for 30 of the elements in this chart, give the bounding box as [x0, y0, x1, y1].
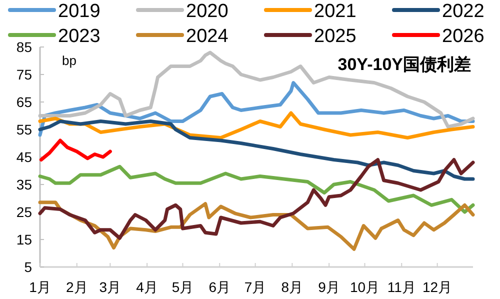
y-tick-label: 75	[16, 66, 32, 82]
x-tick-label: 2月	[66, 279, 88, 295]
y-tick-label: 55	[16, 122, 32, 138]
x-tick-label: 12月	[422, 279, 452, 295]
x-tick-label: 10月	[350, 279, 380, 295]
legend-label: 2022	[442, 1, 484, 22]
y-tick-label: 25	[16, 204, 32, 220]
y-axis-title: bp	[62, 53, 76, 68]
legend-label: 2024	[186, 26, 229, 47]
x-tick-label: 4月	[136, 279, 158, 295]
x-tick-label: 8月	[281, 279, 304, 295]
x-tick-label: 9月	[318, 279, 340, 295]
x-tick-label: 11月	[387, 279, 416, 295]
legend-label: 2026	[442, 26, 484, 47]
x-tick-label: 7月	[244, 279, 266, 295]
y-tick-label: 15	[16, 232, 32, 248]
x-tick-label: 5月	[172, 279, 194, 295]
y-tick-label: 45	[16, 149, 32, 165]
legend-label: 2025	[314, 26, 356, 47]
legend-label: 2021	[314, 1, 356, 22]
y-tick-label: 5	[24, 259, 32, 275]
text: 30Y-10Y国债利差	[338, 55, 471, 74]
legend-label: 2019	[58, 1, 100, 22]
legend-label: 2020	[186, 1, 228, 22]
y-tick-label: 65	[16, 94, 32, 110]
x-tick-label: 3月	[99, 279, 122, 295]
y-tick-label: 35	[16, 176, 32, 192]
legend-label: 2023	[58, 26, 100, 47]
x-tick-label: 1月	[29, 279, 51, 295]
x-tick-label: 6月	[208, 279, 231, 295]
